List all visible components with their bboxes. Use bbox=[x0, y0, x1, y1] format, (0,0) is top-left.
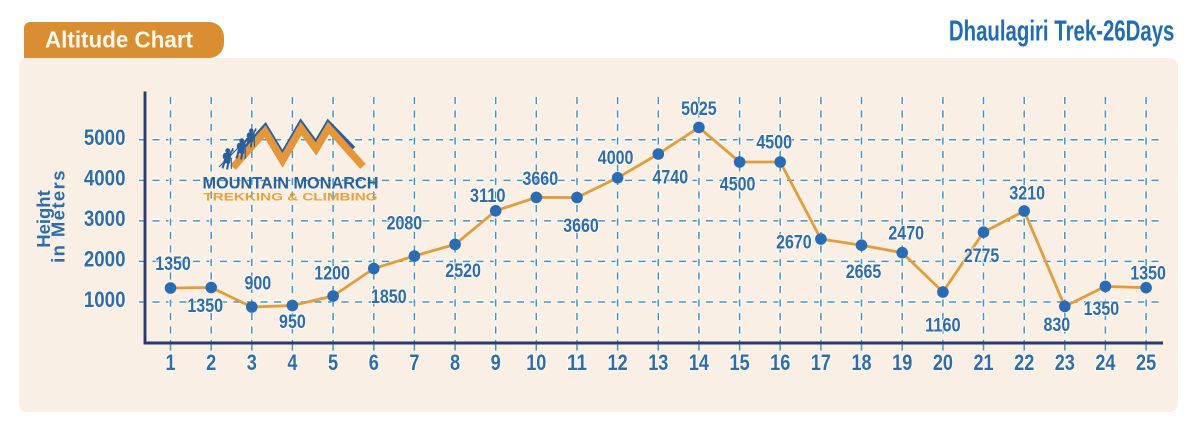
svg-text:16: 16 bbox=[770, 350, 790, 375]
svg-text:3210: 3210 bbox=[1009, 184, 1045, 205]
svg-text:9: 9 bbox=[491, 350, 501, 375]
svg-text:5000: 5000 bbox=[84, 125, 126, 150]
svg-text:950: 950 bbox=[279, 312, 306, 333]
svg-text:17: 17 bbox=[811, 350, 831, 375]
svg-text:4500: 4500 bbox=[720, 175, 756, 196]
svg-text:20: 20 bbox=[933, 350, 953, 375]
svg-text:6: 6 bbox=[369, 350, 379, 375]
svg-text:14: 14 bbox=[689, 350, 709, 375]
svg-text:4500: 4500 bbox=[756, 133, 792, 154]
svg-text:2665: 2665 bbox=[846, 262, 882, 283]
svg-text:4000: 4000 bbox=[84, 165, 126, 190]
svg-text:Dhaulagiri Trek-26Days: Dhaulagiri Trek-26Days bbox=[949, 16, 1175, 48]
svg-text:5: 5 bbox=[328, 350, 338, 375]
svg-text:Altitude Chart: Altitude Chart bbox=[45, 27, 193, 53]
svg-text:Height: Height bbox=[33, 190, 54, 248]
svg-text:3000: 3000 bbox=[84, 206, 126, 231]
svg-text:18: 18 bbox=[851, 350, 871, 375]
svg-text:1350: 1350 bbox=[155, 254, 191, 275]
svg-text:1160: 1160 bbox=[925, 316, 961, 337]
svg-text:1350: 1350 bbox=[1130, 263, 1166, 284]
svg-text:21: 21 bbox=[973, 350, 993, 375]
svg-text:2670: 2670 bbox=[776, 233, 812, 254]
svg-text:8: 8 bbox=[450, 350, 460, 375]
svg-text:1350: 1350 bbox=[187, 296, 223, 317]
svg-text:1: 1 bbox=[165, 350, 175, 375]
svg-text:23: 23 bbox=[1055, 350, 1075, 375]
svg-text:4740: 4740 bbox=[653, 168, 689, 189]
svg-text:2: 2 bbox=[206, 350, 216, 375]
svg-text:1200: 1200 bbox=[314, 264, 350, 285]
svg-text:MOUNTAIN MONARCH: MOUNTAIN MONARCH bbox=[203, 175, 379, 193]
svg-text:in Meters: in Meters bbox=[48, 169, 69, 263]
svg-text:3110: 3110 bbox=[470, 186, 506, 207]
svg-text:13: 13 bbox=[648, 350, 668, 375]
svg-text:830: 830 bbox=[1043, 315, 1070, 336]
svg-text:3: 3 bbox=[247, 350, 257, 375]
svg-text:24: 24 bbox=[1095, 350, 1115, 375]
svg-text:19: 19 bbox=[892, 350, 912, 375]
svg-text:TREKKING & CLIMBING: TREKKING & CLIMBING bbox=[204, 191, 378, 203]
svg-text:11: 11 bbox=[567, 350, 587, 375]
svg-text:3660: 3660 bbox=[523, 169, 559, 190]
svg-text:1850: 1850 bbox=[371, 287, 407, 308]
svg-text:1350: 1350 bbox=[1084, 299, 1120, 320]
svg-text:4000: 4000 bbox=[598, 148, 634, 169]
svg-text:12: 12 bbox=[608, 350, 628, 375]
svg-text:15: 15 bbox=[730, 350, 750, 375]
svg-text:3660: 3660 bbox=[563, 216, 599, 237]
svg-text:900: 900 bbox=[244, 274, 271, 295]
svg-text:25: 25 bbox=[1136, 350, 1156, 375]
svg-text:10: 10 bbox=[526, 350, 546, 375]
svg-text:2080: 2080 bbox=[387, 214, 423, 235]
svg-text:22: 22 bbox=[1014, 350, 1034, 375]
svg-text:2470: 2470 bbox=[888, 223, 924, 244]
svg-text:2520: 2520 bbox=[445, 261, 481, 282]
svg-text:7: 7 bbox=[409, 350, 419, 375]
svg-text:2000: 2000 bbox=[84, 246, 126, 271]
svg-text:5025: 5025 bbox=[681, 99, 717, 120]
svg-text:2775: 2775 bbox=[964, 246, 1000, 267]
svg-text:4: 4 bbox=[287, 350, 297, 375]
svg-text:1000: 1000 bbox=[84, 287, 126, 312]
